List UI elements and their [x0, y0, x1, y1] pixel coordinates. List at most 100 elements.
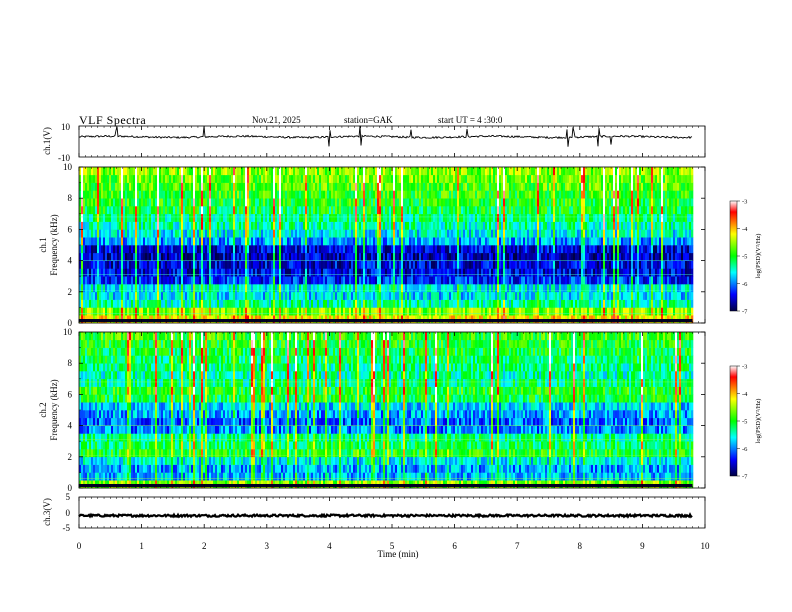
spectrogram-cell — [219, 276, 222, 285]
spectrogram-cell — [463, 245, 466, 254]
spectrogram-cell — [429, 284, 432, 293]
spectrogram-cell — [557, 206, 560, 215]
spectrogram-cell — [215, 221, 218, 230]
spectrogram-cell — [613, 291, 616, 300]
spectrogram-cell — [111, 206, 114, 215]
spectrogram-cell — [673, 245, 676, 254]
spectrogram-cell — [153, 291, 156, 300]
spectrogram-cell — [399, 206, 402, 215]
spectrogram-cell — [243, 307, 246, 316]
spectrogram-cell — [405, 307, 408, 316]
spectrogram-cell — [215, 229, 218, 238]
spectrogram-cell — [275, 291, 278, 300]
spectrogram-cell — [223, 237, 226, 246]
spectrogram-cell — [329, 213, 332, 222]
spectrogram-cell — [95, 291, 98, 300]
spectrogram-cell — [255, 229, 258, 238]
spectrogram-cell — [355, 284, 358, 293]
spectrogram-cell — [631, 213, 634, 222]
spectrogram-cell — [339, 213, 342, 222]
spectrogram-cell — [277, 299, 280, 308]
spectrogram-cell — [615, 206, 618, 215]
spectrogram-cell — [389, 206, 392, 215]
spectrogram-cell — [111, 190, 114, 199]
spectrogram-cell — [257, 229, 260, 238]
spectrogram-cell — [637, 291, 640, 300]
spectrogram-cell — [289, 252, 292, 261]
spectrogram-cell — [199, 307, 202, 316]
spectrogram-cell — [611, 299, 614, 308]
spectrogram-cell — [549, 307, 552, 316]
spectrogram-cell — [543, 245, 546, 254]
spectrogram-cell — [113, 299, 116, 308]
spectrogram-cell — [161, 221, 164, 230]
spectrogram-cell — [605, 245, 608, 254]
spectrogram-cell — [437, 245, 440, 254]
spectrogram-cell — [647, 260, 650, 269]
spectrogram-cell — [291, 276, 294, 285]
spectrogram-cell — [433, 276, 436, 285]
spectrogram-cell — [579, 221, 582, 230]
spectrogram-cell — [147, 198, 150, 207]
spectrogram-cell — [541, 299, 544, 308]
spectrogram-cell — [349, 229, 352, 238]
spectrogram-cell — [473, 260, 476, 269]
spectrogram-cell — [667, 252, 670, 261]
spectrogram-cell — [163, 213, 166, 222]
spectrogram-cell — [691, 252, 694, 261]
spectrogram-cell — [511, 245, 514, 254]
spectrogram-cell — [565, 206, 568, 215]
spectrogram-cell — [371, 276, 374, 285]
spectrogram-cell — [137, 291, 140, 300]
spectrogram-cell — [195, 245, 198, 254]
spectrogram-cell — [135, 284, 138, 293]
spectrogram-cell — [595, 206, 598, 215]
spectrogram-cell — [635, 245, 638, 254]
spectrogram-cell — [681, 276, 684, 285]
spectrogram-cell — [295, 268, 298, 277]
spectrogram-cell — [435, 276, 438, 285]
spectrogram-cell — [669, 198, 672, 207]
spectrogram-cell — [281, 252, 284, 261]
spectrogram-cell — [185, 307, 188, 316]
spectrogram-cell — [81, 206, 84, 215]
spectrogram-cell — [497, 284, 500, 293]
spectrogram-cell — [565, 198, 568, 207]
spectrogram-cell — [159, 237, 162, 246]
spectrogram-cell — [201, 299, 204, 308]
spectrogram-cell — [311, 307, 314, 316]
spectrogram-cell — [291, 237, 294, 246]
spectrogram-cell — [365, 213, 368, 222]
spectrogram-cell — [495, 260, 498, 269]
spectrogram-cell — [489, 299, 492, 308]
spectrogram-cell — [485, 221, 488, 230]
spectrogram-cell — [431, 237, 434, 246]
spectrogram-cell — [103, 307, 106, 316]
spectrogram-cell — [261, 291, 264, 300]
spectrogram-cell — [509, 291, 512, 300]
spectrogram-cell — [647, 299, 650, 308]
spectrogram-cell — [497, 221, 500, 230]
spectrogram-cell — [661, 299, 664, 308]
spectrogram-cell — [215, 291, 218, 300]
spectrogram-cell — [367, 206, 370, 215]
spectrogram-cell — [257, 276, 260, 285]
spectrogram-cell — [507, 284, 510, 293]
spectrogram-cell — [507, 276, 510, 285]
spectrogram-cell — [155, 299, 158, 308]
spectrogram-cell — [579, 237, 582, 246]
spectrogram-cell — [109, 260, 112, 269]
spectrogram-cell — [199, 229, 202, 238]
spectrogram-cell — [467, 229, 470, 238]
spectrogram-cell — [463, 221, 466, 230]
spectrogram-cell — [183, 229, 186, 238]
spectrogram-cell — [203, 268, 206, 277]
spectrogram-cell — [267, 221, 270, 230]
spectrogram-cell — [403, 291, 406, 300]
spectrogram-cell — [271, 206, 274, 215]
spectrogram-cell — [551, 276, 554, 285]
spectrogram-cell — [283, 291, 286, 300]
spectrogram-cell — [527, 252, 530, 261]
spectrogram-cell — [213, 245, 216, 254]
spectrogram-cell — [469, 252, 472, 261]
